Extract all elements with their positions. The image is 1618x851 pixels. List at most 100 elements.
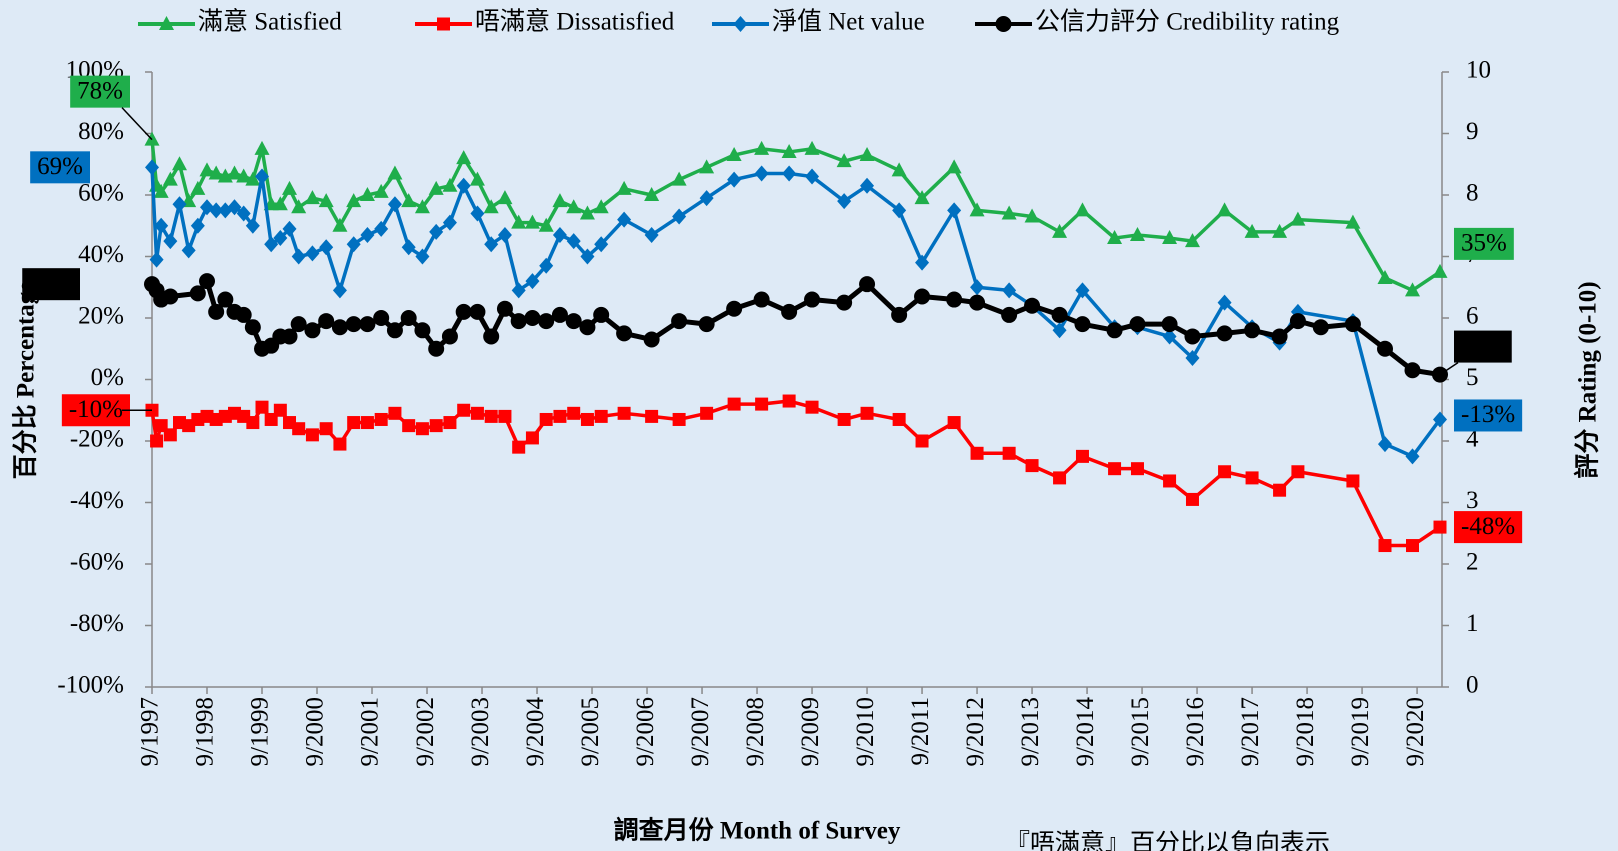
data-point bbox=[319, 239, 334, 256]
data-point bbox=[1377, 436, 1392, 453]
data-point bbox=[235, 306, 252, 323]
data-point bbox=[1405, 448, 1420, 465]
legend-marker bbox=[995, 16, 1012, 32]
data-point bbox=[1432, 263, 1448, 278]
data-point bbox=[594, 236, 609, 253]
data-point bbox=[525, 273, 540, 290]
y2-tick-label: 4 bbox=[1466, 426, 1479, 453]
data-point bbox=[245, 217, 260, 234]
data-point bbox=[672, 412, 686, 426]
x-tick-label: 9/1997 bbox=[137, 697, 164, 766]
data-point bbox=[374, 220, 389, 237]
data-point bbox=[1404, 362, 1421, 379]
data-point bbox=[1074, 316, 1091, 333]
data-point bbox=[291, 199, 307, 214]
data-point bbox=[415, 248, 430, 265]
data-point bbox=[333, 437, 347, 451]
x-tick-label: 9/2000 bbox=[302, 697, 329, 766]
x-tick-label: 9/1999 bbox=[247, 697, 274, 766]
data-point bbox=[616, 325, 633, 342]
data-point bbox=[163, 428, 177, 442]
data-point bbox=[1162, 230, 1178, 245]
y-tick-label: 40% bbox=[78, 241, 124, 268]
data-point bbox=[1291, 465, 1305, 479]
data-point bbox=[360, 226, 375, 243]
data-point bbox=[726, 147, 742, 162]
data-point bbox=[566, 233, 581, 250]
data-point bbox=[782, 165, 797, 182]
data-point bbox=[593, 306, 610, 323]
x-tick-label: 9/2011 bbox=[907, 697, 934, 766]
legend-marker bbox=[437, 17, 450, 31]
data-point bbox=[443, 416, 457, 430]
data-point bbox=[1025, 459, 1039, 473]
data-point bbox=[579, 205, 595, 220]
data-point bbox=[1378, 539, 1392, 553]
x-tick-label: 9/2013 bbox=[1017, 697, 1044, 766]
data-point bbox=[553, 409, 567, 423]
data-point bbox=[970, 279, 985, 296]
y2-tick-label: 2 bbox=[1466, 549, 1479, 576]
y2-tick-label: 9 bbox=[1466, 118, 1479, 145]
data-point bbox=[946, 291, 963, 308]
data-point bbox=[1185, 349, 1200, 366]
x-tick-label: 9/2018 bbox=[1292, 697, 1319, 766]
data-point bbox=[753, 291, 770, 308]
value-label-box bbox=[70, 75, 130, 108]
data-point bbox=[524, 310, 541, 326]
data-point bbox=[497, 190, 513, 205]
data-point bbox=[236, 168, 252, 183]
data-point bbox=[1075, 282, 1090, 299]
data-point bbox=[347, 416, 361, 430]
value-label-text: -10% bbox=[69, 396, 123, 423]
data-point bbox=[208, 303, 225, 320]
data-point bbox=[319, 422, 333, 436]
data-point bbox=[1129, 316, 1146, 333]
y-tick-label: -100% bbox=[57, 672, 124, 699]
data-point bbox=[594, 409, 608, 423]
legend-label: 滿意 Satisfied bbox=[198, 8, 342, 36]
data-point bbox=[305, 245, 320, 262]
value-label-box bbox=[22, 268, 80, 301]
data-point bbox=[272, 196, 288, 211]
data-point bbox=[1052, 322, 1067, 339]
data-point bbox=[512, 440, 526, 454]
data-point bbox=[246, 416, 260, 430]
data-point bbox=[755, 397, 769, 411]
value-label-box bbox=[1454, 330, 1512, 363]
data-point bbox=[699, 159, 715, 174]
y2-tick-label: 6 bbox=[1466, 303, 1479, 330]
legend-marker bbox=[733, 16, 748, 32]
data-point bbox=[282, 220, 297, 237]
data-point bbox=[1312, 319, 1329, 336]
data-point bbox=[387, 196, 402, 213]
value-label: 78% bbox=[70, 75, 153, 141]
data-point bbox=[1217, 294, 1232, 311]
data-point bbox=[837, 193, 852, 210]
data-point bbox=[1245, 471, 1259, 485]
x-tick-label: 9/2001 bbox=[357, 697, 384, 766]
data-point bbox=[209, 202, 224, 219]
data-point bbox=[1272, 223, 1288, 238]
data-point bbox=[145, 159, 159, 176]
data-point bbox=[281, 328, 298, 345]
data-point bbox=[162, 171, 178, 186]
data-point bbox=[580, 412, 594, 426]
data-point bbox=[700, 406, 714, 420]
data-point bbox=[567, 406, 581, 420]
value-label: 69% bbox=[30, 151, 90, 184]
data-point bbox=[552, 193, 568, 208]
y-tick-label: 20% bbox=[78, 303, 124, 330]
data-point bbox=[264, 236, 279, 253]
data-point bbox=[442, 177, 458, 192]
data-point bbox=[414, 199, 430, 214]
data-point bbox=[566, 199, 582, 214]
data-point bbox=[163, 233, 178, 250]
data-point bbox=[551, 306, 568, 323]
data-point bbox=[947, 416, 961, 430]
data-point bbox=[805, 400, 819, 414]
data-point bbox=[1024, 208, 1040, 223]
data-point bbox=[914, 288, 931, 305]
value-label-box bbox=[1454, 227, 1514, 260]
data-point bbox=[1346, 474, 1360, 488]
